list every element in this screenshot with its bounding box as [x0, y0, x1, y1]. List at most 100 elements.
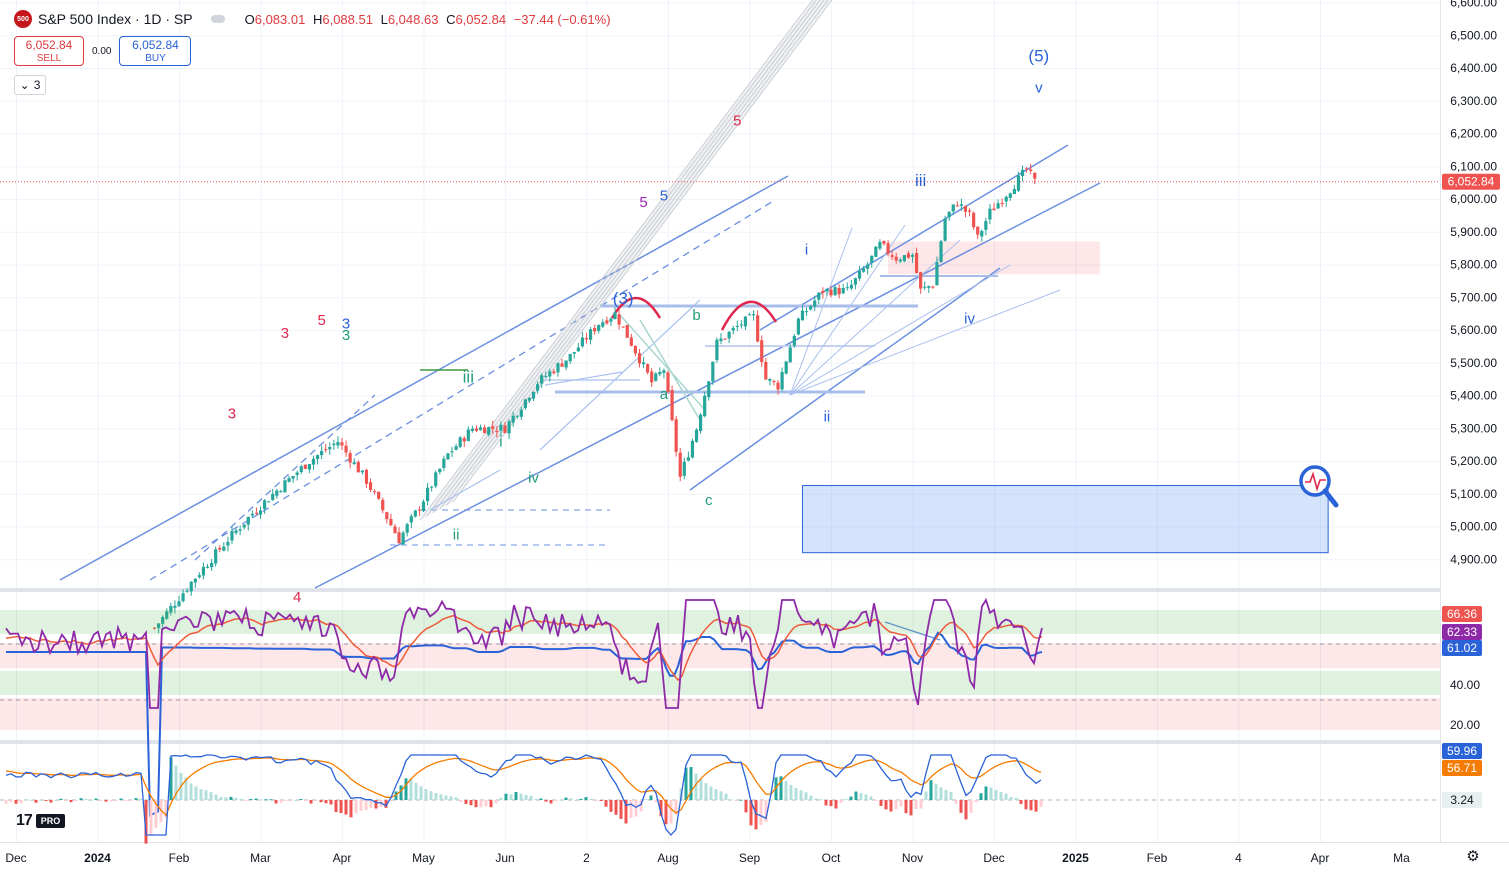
wave-label[interactable]: i — [805, 242, 808, 259]
wave-label[interactable]: iii — [915, 171, 926, 190]
support-zone-box[interactable] — [801, 485, 1329, 554]
candle-body — [458, 437, 462, 447]
macd-value-tag[interactable] — [1442, 760, 1482, 776]
macd-histogram-bar — [389, 800, 393, 801]
channel-line[interactable] — [759, 144, 1069, 331]
wave-label[interactable]: 4 — [293, 589, 301, 606]
wave-label[interactable]: iv — [964, 310, 975, 327]
top-arc[interactable] — [720, 300, 778, 331]
trend-line[interactable] — [539, 299, 701, 451]
indicators-collapse-button[interactable]: ⌄ 3 — [14, 75, 46, 95]
candle-body — [686, 457, 690, 461]
pane-separator — [0, 740, 1440, 744]
macd-histogram-bar — [429, 791, 433, 800]
market-status-pill[interactable] — [210, 15, 225, 23]
fan-line[interactable] — [789, 224, 906, 396]
macd-histogram-bar — [384, 800, 388, 808]
wave-label[interactable]: 3 — [228, 405, 236, 422]
macd-histogram-bar — [744, 800, 748, 813]
wave-label[interactable]: 3 — [281, 325, 289, 342]
fib-channel-line[interactable] — [452, 0, 853, 503]
symbol-logo-icon[interactable]: 500 — [14, 10, 32, 28]
rsi-value-tag[interactable] — [1442, 640, 1482, 656]
macd-histogram-bar — [999, 791, 1003, 800]
candle-body — [299, 466, 303, 472]
macd-histogram-bar — [329, 800, 333, 805]
candle-body — [910, 254, 915, 257]
candle-body — [870, 255, 874, 263]
channel-dashed-line[interactable] — [194, 394, 376, 561]
wave-label[interactable]: c — [705, 492, 713, 509]
wave-label[interactable]: 5 — [733, 112, 741, 129]
trend-line[interactable] — [429, 469, 501, 511]
price-tick-label: 5,700.00 — [1450, 290, 1497, 304]
fib-channel-line[interactable] — [432, 0, 833, 514]
candle-body — [637, 353, 642, 364]
resistance-zone-box[interactable] — [888, 241, 1100, 275]
fib-channel-line[interactable] — [439, 0, 840, 510]
candle-body — [735, 325, 739, 327]
wave-label[interactable]: 5 — [317, 312, 325, 329]
rsi-value-tag[interactable] — [1442, 624, 1482, 640]
wave-label[interactable]: ii — [824, 409, 831, 426]
macd-histogram-bar — [724, 793, 728, 800]
wave-label[interactable]: 5 — [639, 194, 647, 211]
macd-value-tag[interactable] — [1442, 792, 1482, 808]
wave-label[interactable]: i — [499, 433, 502, 450]
macd-histogram-bar — [119, 798, 123, 800]
wave-label[interactable]: a — [660, 386, 669, 403]
channel-upper-line[interactable] — [59, 175, 789, 581]
magnifier-icon[interactable] — [1299, 465, 1339, 508]
candle-body — [320, 450, 324, 456]
gear-icon[interactable]: ⚙ — [1466, 848, 1480, 865]
trend-line[interactable] — [619, 314, 706, 411]
time-tick-label: 2024 — [84, 851, 111, 865]
trend-line[interactable] — [544, 371, 623, 386]
price-tick-label: 5,500.00 — [1450, 356, 1497, 370]
wave-label[interactable]: 3 — [342, 327, 350, 344]
channel-line[interactable] — [689, 267, 1001, 491]
last-price-tag[interactable] — [1442, 173, 1500, 190]
candle-body — [234, 530, 238, 533]
macd-histogram-bar — [909, 800, 913, 816]
divergence-line[interactable] — [884, 621, 941, 641]
buy-button[interactable]: 6,052.84 BUY — [119, 36, 192, 66]
candle-body — [478, 427, 483, 431]
candle-body — [821, 291, 825, 293]
wave-label[interactable]: iv — [528, 469, 539, 486]
top-arc[interactable] — [610, 296, 662, 319]
macd-histogram-bar — [149, 800, 153, 835]
candle-body — [1033, 172, 1037, 179]
candle-body — [556, 363, 560, 373]
macd-histogram-bar — [974, 800, 978, 803]
macd-histogram-bar — [839, 800, 843, 803]
trend-line[interactable] — [639, 319, 701, 421]
wave-label[interactable]: (5) — [1028, 46, 1049, 65]
candle-body — [1020, 169, 1025, 177]
wave-label[interactable]: 5 — [660, 188, 668, 205]
tradingview-logo[interactable]: 17 PRO — [16, 812, 66, 830]
wave-label[interactable]: (3) — [613, 289, 634, 308]
candle-body — [267, 501, 271, 503]
candle-body — [519, 409, 523, 417]
fan-line[interactable] — [789, 239, 961, 396]
wave-label[interactable]: 3 — [342, 315, 350, 332]
macd-histogram-bar — [1014, 797, 1018, 800]
wave-label[interactable]: iii — [463, 367, 474, 386]
sell-button[interactable]: 6,052.84 SELL — [14, 36, 84, 66]
rsi-value-tag[interactable] — [1442, 606, 1482, 622]
wave-label[interactable]: b — [692, 307, 700, 324]
candle-body — [189, 581, 193, 592]
fan-line[interactable] — [789, 289, 1061, 396]
fan-line[interactable] — [789, 227, 853, 396]
channel-dashed-line[interactable] — [149, 199, 776, 581]
macd-value-tag[interactable] — [1442, 743, 1482, 759]
symbol-title[interactable]: S&P 500 Index · 1D · SP — [38, 11, 193, 27]
wave-label[interactable]: v — [1035, 80, 1043, 97]
fan-line[interactable] — [789, 264, 1011, 396]
fib-channel-line[interactable] — [419, 0, 820, 521]
wave-label[interactable]: ii — [453, 527, 460, 544]
macd-histogram-bar — [254, 798, 258, 800]
